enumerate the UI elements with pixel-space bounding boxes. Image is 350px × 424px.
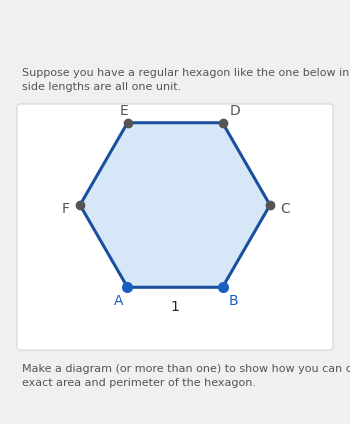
Text: D: D <box>230 104 240 118</box>
Text: A: A <box>113 294 123 308</box>
Polygon shape <box>80 123 270 287</box>
Text: C: C <box>280 202 290 216</box>
Text: 1: 1 <box>170 300 180 314</box>
Text: Suppose you have a regular hexagon like the one below in which the
side lengths : Suppose you have a regular hexagon like … <box>22 68 350 92</box>
FancyBboxPatch shape <box>17 104 333 350</box>
Text: B: B <box>229 294 238 308</box>
Text: E: E <box>119 104 128 118</box>
Text: Make a diagram (or more than one) to show how you can calculate the
exact area a: Make a diagram (or more than one) to sho… <box>22 364 350 388</box>
Text: F: F <box>62 202 70 216</box>
